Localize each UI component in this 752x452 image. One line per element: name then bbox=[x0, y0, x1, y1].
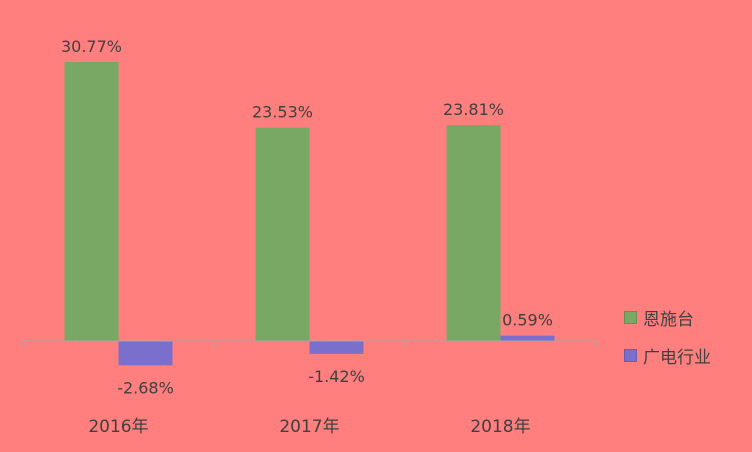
data-label-2-2017年: -1.42% bbox=[308, 367, 365, 386]
data-label-1-2017年: 23.53% bbox=[252, 103, 313, 122]
legend-item-series-1: 恩施台 bbox=[624, 304, 711, 330]
x-tick-label-2018年: 2018年 bbox=[470, 417, 530, 437]
legend-item-series-2: 广电行业 bbox=[624, 342, 711, 368]
data-label-1-2018年: 23.81% bbox=[443, 100, 504, 119]
bar-2-2018年 bbox=[500, 335, 555, 341]
bar-1-2018年 bbox=[446, 125, 501, 342]
legend: 恩施台 广电行业 bbox=[624, 304, 711, 380]
data-label-2-2016年: -2.68% bbox=[117, 378, 174, 397]
bar-1-2017年 bbox=[255, 127, 310, 341]
legend-swatch-series-1 bbox=[624, 310, 637, 324]
legend-label-series-2: 广电行业 bbox=[643, 347, 711, 368]
bar-2-2017年 bbox=[309, 341, 364, 354]
data-label-2-2018年: 0.59% bbox=[502, 311, 553, 330]
x-tick-label-2016年: 2016年 bbox=[88, 417, 148, 437]
bar-1-2016年 bbox=[64, 62, 119, 341]
legend-label-series-1: 恩施台 bbox=[643, 309, 694, 330]
x-tick-label-2017年: 2017年 bbox=[279, 417, 339, 437]
bar-2-2016年 bbox=[118, 341, 173, 366]
data-label-1-2016年: 30.77% bbox=[61, 37, 122, 56]
legend-swatch-series-2 bbox=[624, 348, 637, 362]
